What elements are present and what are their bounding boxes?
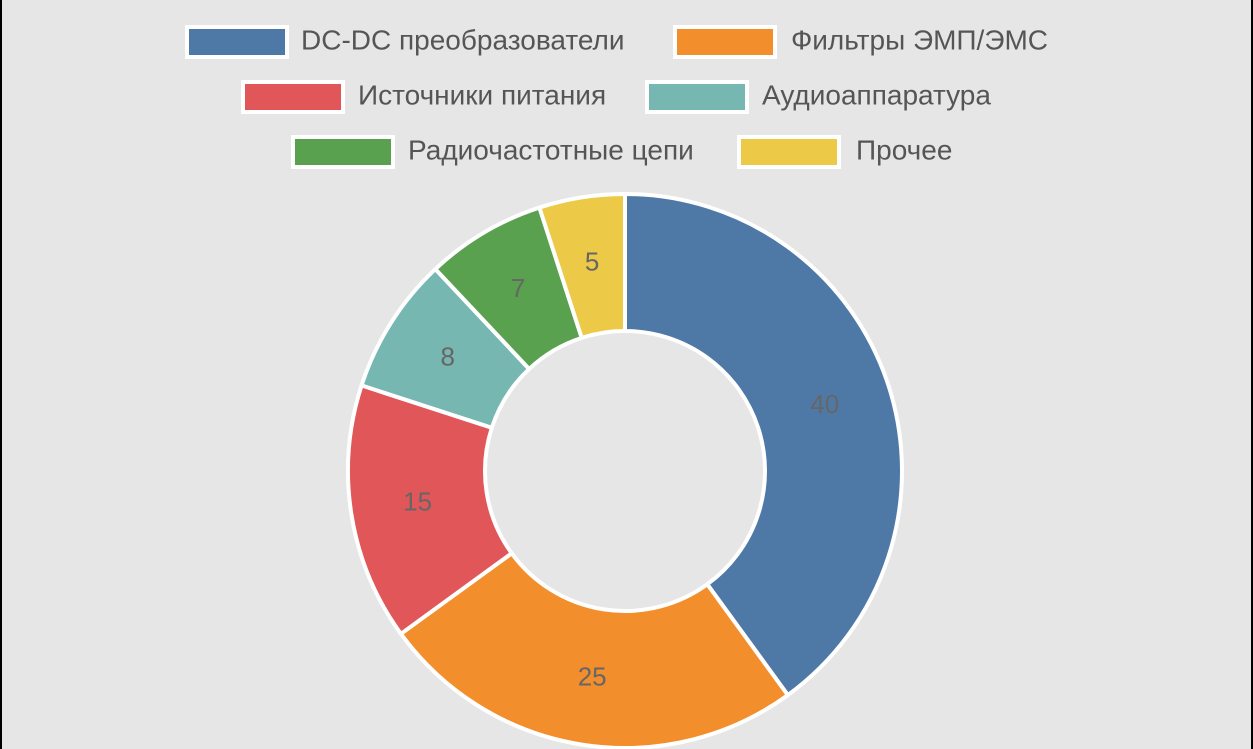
slice-value-label-6: 5 [585,246,599,276]
slice-value-label-4: 8 [440,341,454,371]
legend-swatch-4 [645,80,749,114]
slice-labels: 40 25 15 8 7 5 [403,246,839,691]
legend-swatch-6 [737,135,841,169]
legend-label-6: Прочее [856,134,952,165]
slice-value-label-2: 25 [578,661,607,691]
legend-swatch-1 [185,25,289,59]
donut-slice-1 [623,192,904,698]
donut-slices [346,192,904,749]
legend-label-2: Фильтры ЭМП/ЭМС [791,24,1048,55]
legend-label-4: Аудиоаппаратура [762,79,991,110]
slice-value-label-3: 15 [403,487,432,517]
legend-label-1: DC-DC преобразователи [301,24,624,55]
legend-label-5: Радиочастотные цепи [408,134,694,165]
donut-slice-6 [537,192,627,340]
legend-swatch-3 [241,80,345,114]
legend-swatch-5 [291,135,395,169]
legend-swatch-2 [673,25,777,59]
slice-value-label-5: 7 [511,273,525,303]
donut-slice-2 [398,551,790,749]
slice-value-label-1: 40 [810,389,839,419]
legend-label-3: Источники питания [358,79,606,110]
donut-slice-3 [346,383,514,636]
chart-legend: DC-DC преобразователи Фильтры ЭМП/ЭМС Исто… [185,24,1048,169]
